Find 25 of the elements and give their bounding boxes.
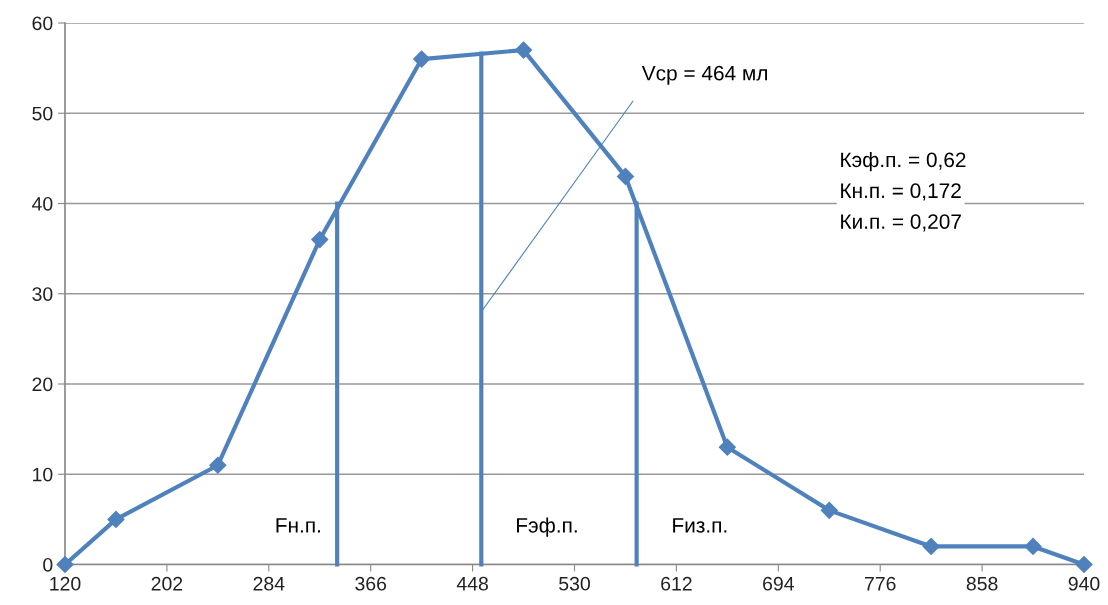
x-tick-label: 120 <box>50 576 81 591</box>
annotation: Кэф.п. = 0,62 <box>841 151 966 172</box>
x-tick-label: 776 <box>864 576 896 591</box>
annotation: Кн.п. = 0,172 <box>841 183 961 201</box>
x-tick-label: 694 <box>763 576 794 591</box>
x-tick-label: 366 <box>355 576 387 591</box>
x-tick-label: 202 <box>151 576 183 591</box>
annotation: Vср = 464 мл <box>641 65 767 85</box>
x-tick-label: 284 <box>253 576 285 591</box>
y-tick-label: 60 <box>32 16 53 31</box>
annotation: Fн.п. <box>276 518 320 533</box>
x-tick-label: 448 <box>456 576 488 591</box>
y-tick-label: 40 <box>32 196 53 211</box>
annotation: Ки.п. = 0,207 <box>841 214 961 232</box>
y-tick-label: 0 <box>43 557 53 572</box>
y-tick-label: 50 <box>32 106 53 121</box>
annotation: Fиз.п. <box>673 518 727 533</box>
x-tick-label: 940 <box>1068 576 1100 591</box>
y-tick-label: 10 <box>33 467 53 482</box>
y-tick-label: 20 <box>32 377 53 392</box>
x-tick-label: 858 <box>966 576 998 591</box>
x-tick-label: 612 <box>661 576 692 591</box>
y-tick-label: 30 <box>32 287 53 301</box>
x-tick-label: 530 <box>559 576 590 591</box>
annotation: Fэф.п. <box>517 517 577 537</box>
